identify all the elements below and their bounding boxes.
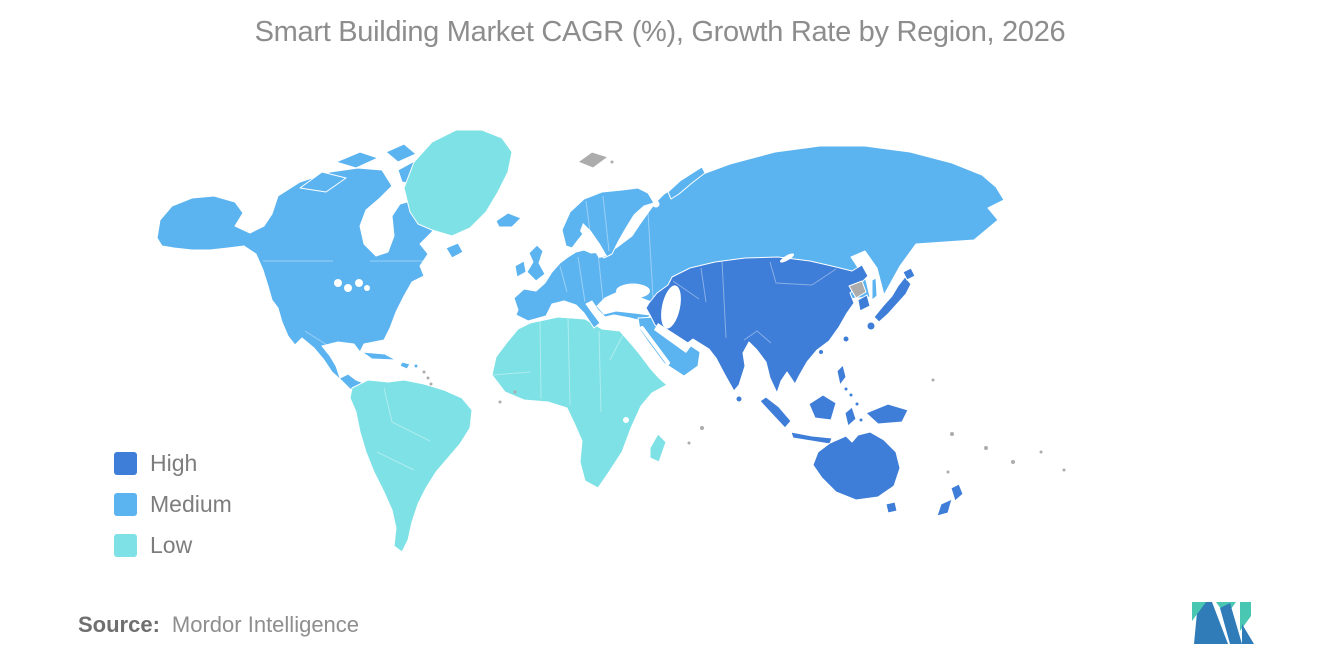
region-sakhalin — [871, 277, 878, 301]
region-tasmania — [885, 501, 898, 514]
region-madagascar — [649, 433, 667, 463]
small-islands — [422, 370, 1066, 474]
country-borders — [263, 195, 837, 471]
region-british-isles — [514, 244, 546, 282]
inland-seas — [334, 200, 795, 423]
region-philippines — [836, 364, 847, 386]
source-line: Source: Mordor Intelligence — [78, 612, 359, 638]
region-sri-lanka — [735, 395, 743, 403]
legend-item-high: High — [114, 450, 232, 477]
region-svalbard-islet — [609, 159, 615, 165]
region-south-america — [349, 379, 473, 553]
region-japan — [873, 267, 916, 323]
region-kyushu — [866, 321, 876, 331]
legend-label-high: High — [150, 450, 198, 476]
legend-label-low: Low — [150, 532, 193, 558]
region-iceland — [495, 212, 522, 228]
legend-swatch-high — [114, 452, 137, 475]
region-greenland — [403, 129, 513, 237]
source-value: Mordor Intelligence — [171, 612, 360, 637]
region-africa — [491, 316, 668, 489]
legend-item-low: Low — [114, 532, 232, 559]
region-new-zealand — [936, 483, 964, 517]
region-south-korea — [857, 294, 871, 312]
region-taiwan — [842, 335, 850, 343]
region-philippines-s1 — [843, 386, 849, 392]
legend: High Medium Low — [114, 450, 232, 573]
chart-title: Smart Building Market CAGR (%), Growth R… — [254, 16, 1066, 48]
region-philippines-s2 — [848, 392, 854, 398]
region-hainan — [818, 349, 824, 355]
mordor-intelligence-logo — [1192, 602, 1254, 644]
logo-shape-blue-right — [1242, 624, 1254, 644]
region-europe-russia — [513, 145, 1005, 329]
legend-item-medium: Medium — [114, 491, 232, 518]
region-australia — [812, 431, 901, 501]
region-moluccas-1 — [854, 401, 860, 407]
region-north-korea — [848, 280, 867, 299]
legend-swatch-medium — [114, 493, 137, 516]
legend-swatch-low — [114, 534, 137, 557]
logo-shape-teal-bar — [1240, 602, 1251, 631]
region-puerto-rico — [413, 363, 419, 369]
region-novaya-zemlya — [667, 166, 706, 200]
legend-label-medium: Medium — [150, 491, 232, 517]
region-svalbard — [577, 151, 609, 169]
logo-shape-blue-mid — [1220, 603, 1242, 644]
source-label: Source: — [78, 612, 160, 637]
region-north-america — [156, 167, 439, 396]
region-caribbean — [361, 351, 411, 370]
logo-shape-teal-corner — [1192, 602, 1206, 621]
region-indonesia — [759, 394, 909, 445]
region-asia-high — [645, 256, 869, 394]
region-moluccas-2 — [858, 417, 864, 423]
logo-shape-blue-left — [1194, 602, 1228, 644]
